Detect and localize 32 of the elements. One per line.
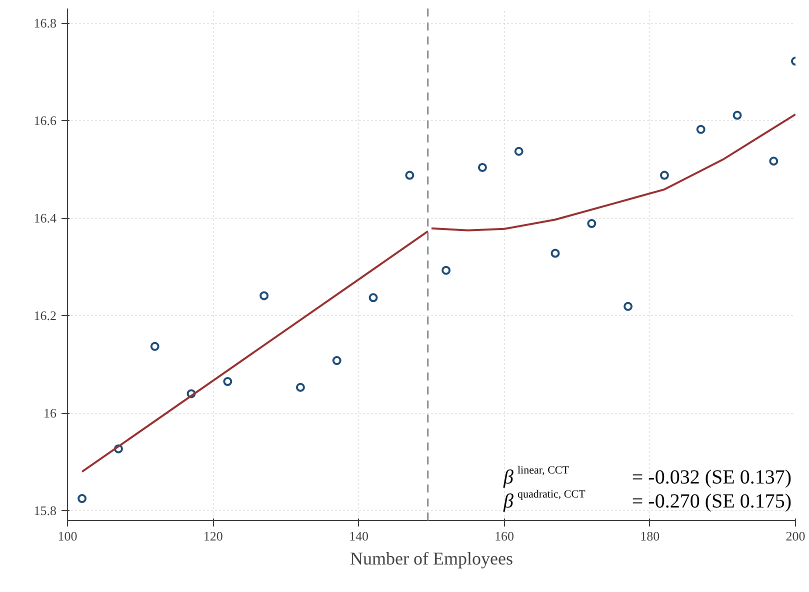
point <box>368 293 378 302</box>
y-tick-label: 16.8 <box>34 16 56 31</box>
x-tick-label: 120 <box>203 528 223 544</box>
point <box>296 382 305 392</box>
y-tick-label: 16 <box>44 406 57 421</box>
point <box>478 162 487 172</box>
point <box>624 302 633 311</box>
x-tick-label: 200 <box>786 528 806 544</box>
y-tick-label: 16.2 <box>34 308 56 324</box>
x-tick-label: 180 <box>640 528 660 544</box>
x-tick-label: 140 <box>348 528 368 544</box>
point <box>405 170 414 180</box>
point <box>332 356 342 366</box>
point <box>587 219 596 228</box>
x-axis-title: Number of Employees <box>350 548 513 568</box>
y-tick-label: 16.4 <box>34 210 57 226</box>
point <box>78 494 87 504</box>
point <box>150 342 160 351</box>
y-tick-label: 15.8 <box>34 503 56 518</box>
point <box>260 291 269 300</box>
point <box>660 170 669 180</box>
y-tick-label: 16.6 <box>34 113 57 128</box>
line-series <box>430 113 796 232</box>
point <box>769 156 778 166</box>
x-tick-label: 160 <box>494 528 514 544</box>
point <box>732 110 742 120</box>
x-tick-label: 100 <box>58 528 78 544</box>
point <box>442 266 451 275</box>
point <box>223 377 232 386</box>
point <box>550 248 560 258</box>
point <box>514 146 524 156</box>
point <box>696 124 706 134</box>
